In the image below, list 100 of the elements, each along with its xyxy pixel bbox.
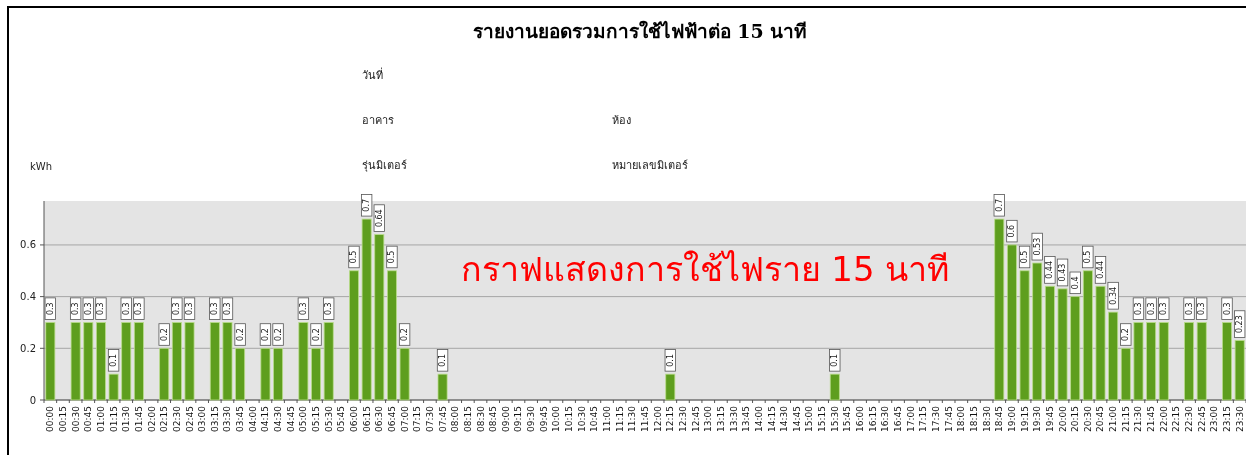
data-label: 0.1 — [665, 353, 675, 367]
x-tick-label: 03:00 — [197, 405, 208, 432]
data-label: 0.44 — [1095, 260, 1105, 279]
data-label: 0.3 — [45, 302, 55, 316]
text: วันที่ — [362, 67, 383, 82]
data-label: 0.34 — [1108, 286, 1118, 305]
x-tick-label: 04:15 — [260, 406, 271, 432]
data-label: 0.44 — [1045, 260, 1055, 279]
x-tick-label: 09:45 — [538, 406, 549, 432]
x-tick-label: 04:30 — [273, 405, 284, 432]
x-tick-label: 02:30 — [171, 405, 182, 432]
data-label: 0.5 — [387, 250, 397, 264]
x-tick-label: 06:45 — [386, 406, 397, 432]
text: รุ่นมิเตอร์ — [362, 159, 407, 172]
data-label: 0.1 — [438, 353, 448, 367]
x-tick-label: 00:45 — [83, 406, 94, 432]
x-tick-label: 15:45 — [842, 406, 853, 432]
x-tick-label: 02:00 — [146, 405, 157, 432]
x-tick-label: 16:15 — [867, 406, 878, 432]
x-tick-label: 01:15 — [108, 406, 119, 432]
data-label: 0.3 — [83, 302, 93, 316]
x-tick-label: 07:00 — [399, 405, 410, 432]
x-tick-label: 11:45 — [640, 406, 650, 432]
x-tick-label: 23:30 — [1234, 405, 1245, 432]
x-tick-label: 06:15 — [361, 406, 372, 432]
x-tick-label: 01:45 — [133, 406, 144, 432]
x-tick-label: 11:30 — [627, 405, 638, 432]
x-tick-label: 21:30 — [1133, 405, 1144, 432]
data-label: 0.64 — [374, 209, 384, 228]
x-tick-label: 14:45 — [791, 406, 802, 432]
x-tick-label: 02:45 — [184, 406, 195, 432]
data-label: 0.43 — [1058, 263, 1068, 282]
x-tick-label: 12:30 — [677, 405, 688, 432]
x-tick-label: 02:15 — [159, 406, 170, 432]
y-tick-label: 0 — [29, 394, 36, 406]
x-tick-label: 16:45 — [893, 406, 904, 432]
x-tick-label: 16:00 — [855, 405, 866, 432]
data-label: 0.5 — [1020, 250, 1030, 264]
x-tick-label: 15:00 — [804, 405, 815, 432]
x-tick-label: 08:00 — [450, 405, 461, 432]
x-tick-label: 21:15 — [1120, 406, 1131, 432]
x-tick-label: 11:15 — [614, 406, 625, 432]
x-tick-label: 07:15 — [412, 406, 423, 432]
x-tick-label: 15:15 — [817, 406, 828, 432]
x-tick-label: 05:00 — [298, 405, 309, 432]
x-tick-label: 10:45 — [589, 406, 600, 432]
x-tick-label: 17:15 — [918, 406, 929, 432]
x-tick-label: 18:45 — [994, 406, 1005, 432]
data-label: 0.2 — [273, 328, 283, 341]
data-label: 0.2 — [159, 328, 169, 341]
data-label: 0.3 — [222, 302, 232, 316]
x-tick-label: 00:00 — [45, 405, 56, 432]
data-label: 0.3 — [121, 302, 131, 316]
data-label: 0.3 — [172, 302, 182, 316]
y-tick-label: 0.6 — [20, 239, 36, 251]
x-tick-label: 10:30 — [576, 405, 587, 432]
x-tick-label: 08:30 — [475, 405, 486, 432]
x-tick-label: 22:45 — [1196, 406, 1207, 432]
x-tick-label: 13:45 — [741, 406, 752, 432]
x-tick-label: 20:45 — [1095, 406, 1106, 432]
data-label: 0.3 — [298, 302, 308, 316]
x-tick-label: 18:15 — [968, 406, 979, 432]
x-tick-label: 00:30 — [70, 405, 81, 432]
data-label: 0.3 — [210, 302, 220, 316]
data-label: 0.2 — [235, 328, 245, 341]
y-axis-title: kWh — [30, 161, 53, 172]
data-label: 0.3 — [1133, 302, 1143, 316]
x-tick-label: 19:15 — [1019, 406, 1030, 432]
x-tick-label: 21:45 — [1146, 406, 1157, 432]
text: อาคาร — [362, 114, 394, 127]
x-tick-label: 13:30 — [728, 405, 739, 432]
data-label: 0.5 — [1083, 250, 1093, 264]
x-tick-label: 22:15 — [1171, 406, 1182, 432]
x-tick-label: 08:45 — [488, 406, 499, 432]
x-tick-label: 07:45 — [437, 406, 448, 432]
y-tick-label: 0.2 — [20, 342, 36, 354]
data-label: 0.4 — [1070, 276, 1080, 290]
data-label: 0.7 — [994, 198, 1004, 212]
x-tick-label: 09:30 — [526, 405, 537, 432]
data-label: 0.7 — [362, 198, 372, 212]
x-tick-label: 05:45 — [336, 406, 347, 432]
x-tick-label: 05:30 — [323, 405, 334, 432]
data-label: 0.6 — [1007, 224, 1017, 238]
x-tick-label: 12:00 — [652, 405, 663, 432]
x-tick-label: 05:15 — [311, 406, 322, 432]
x-tick-label: 03:30 — [222, 405, 233, 432]
x-tick-label: 20:00 — [1057, 405, 1068, 432]
x-tick-label: 19:45 — [1044, 406, 1055, 432]
x-tick-label: 19:00 — [1006, 405, 1017, 432]
data-label: 0.2 — [311, 328, 321, 341]
x-tick-label: 08:15 — [462, 406, 473, 432]
x-tick-label: 12:45 — [690, 406, 701, 432]
x-tick-label: 07:30 — [424, 405, 435, 432]
data-label: 0.3 — [1159, 302, 1169, 316]
x-tick-label: 00:15 — [57, 406, 68, 432]
y-tick-label: 0.4 — [20, 291, 36, 303]
data-label: 0.3 — [185, 302, 195, 316]
data-label: 0.2 — [400, 328, 410, 341]
annotation: กราฟแสดงการใช้ไฟราย 15 นาที — [460, 249, 950, 289]
data-label: 0.3 — [1197, 302, 1207, 316]
